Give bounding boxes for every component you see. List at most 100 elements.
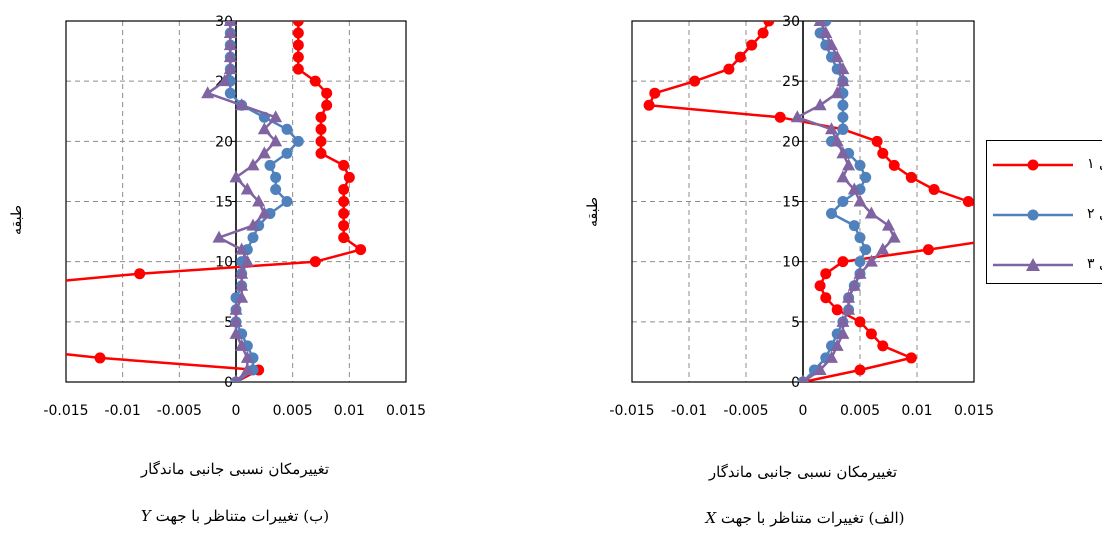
data-point-model-1 (134, 268, 146, 280)
data-point-model-3 (853, 194, 867, 207)
data-point-model-1 (315, 135, 327, 147)
data-point-model-1 (338, 208, 350, 220)
caption-left-axis: Y (140, 507, 151, 525)
series-group (4, 21, 367, 382)
data-point-model-1 (723, 63, 735, 75)
data-point-model-1 (871, 135, 883, 147)
data-point-model-3 (836, 326, 850, 339)
data-point-model-1 (321, 99, 333, 111)
data-point-model-2 (247, 232, 259, 244)
data-point-model-2 (837, 196, 849, 207)
y-tick-label: 10 (782, 255, 800, 271)
data-point-model-1 (338, 220, 350, 232)
data-point-model-1 (865, 328, 877, 340)
data-point-model-3 (864, 206, 878, 219)
chart-legend: مدل ۱ مدل ۲ مدل ۳ (986, 140, 1102, 284)
legend-label: مدل ۳ (1087, 256, 1102, 272)
data-point-model-3 (813, 21, 827, 26)
caption-right-text: (الف) تغییرات متناظر با جهت (716, 509, 905, 527)
data-point-model-3 (246, 218, 260, 231)
data-point-model-1 (292, 27, 304, 39)
data-point-model-1 (343, 171, 355, 183)
data-point-model-3 (830, 86, 844, 99)
data-point-model-3 (235, 266, 249, 279)
data-point-model-1 (338, 159, 350, 171)
data-point-model-1 (928, 183, 940, 195)
data-point-model-3 (223, 38, 237, 51)
data-point-model-2 (270, 171, 282, 183)
data-point-model-3 (240, 350, 254, 363)
data-point-model-2 (837, 123, 849, 135)
x-tick-label: 0.005 (840, 403, 880, 419)
data-point-model-3 (223, 21, 237, 26)
chart-panel-y-direction: 051015202530-0.015-0.01-0.00500.0050.010… (4, 14, 426, 419)
data-point-model-2 (860, 244, 872, 256)
data-point-model-2 (264, 159, 276, 171)
series-line-model-1 (647, 21, 974, 382)
y-tick-label: 25 (782, 74, 800, 90)
data-point-model-1 (734, 51, 746, 63)
data-point-model-3 (257, 146, 271, 159)
data-point-model-1 (831, 304, 843, 316)
data-point-model-1 (321, 87, 333, 99)
data-point-model-1 (888, 159, 900, 171)
data-point-model-1 (315, 123, 327, 135)
data-point-model-2 (854, 256, 866, 268)
data-point-model-3 (790, 110, 804, 123)
x-tick-label: 0.015 (954, 403, 994, 419)
y-tick-label: 20 (782, 134, 800, 150)
data-point-model-1 (292, 63, 304, 75)
legend-item-model-3: مدل ۳ (987, 255, 1102, 275)
data-point-model-1 (922, 244, 934, 256)
data-point-model-1 (338, 196, 350, 207)
data-point-model-3 (825, 350, 838, 363)
chart-panel-x-direction: 0 5 10 15 20 25 30 -0.015 -0.01 -0.005 0 0.005 0.01 0… (609, 14, 994, 419)
data-point-model-3 (269, 110, 283, 123)
legend-marker-circle-blue-icon (993, 209, 1073, 221)
y-tick-label: 15 (215, 195, 233, 211)
data-point-model-3 (813, 98, 827, 111)
data-point-model-3 (887, 230, 901, 243)
data-point-model-3 (235, 338, 249, 351)
legend-marker-triangle-purple-icon (993, 258, 1073, 271)
data-point-model-3 (229, 302, 243, 315)
data-point-model-3 (836, 62, 850, 75)
data-point-model-3 (830, 338, 844, 351)
data-point-model-3 (223, 26, 237, 39)
data-point-model-3 (257, 122, 271, 135)
caption-left: (ب) تغییرات متناظر با جهت Y (110, 507, 360, 525)
data-point-model-2 (848, 220, 860, 232)
data-point-model-3 (240, 254, 254, 267)
data-point-model-3 (235, 242, 249, 255)
data-point-model-1 (877, 147, 889, 159)
data-point-model-1 (746, 39, 758, 51)
data-point-model-3 (240, 182, 254, 195)
x-tick-label: -0.015 (609, 403, 654, 419)
data-point-model-1 (315, 147, 327, 159)
data-point-model-1 (689, 75, 701, 87)
data-point-model-2 (854, 232, 866, 244)
data-point-model-1 (854, 316, 866, 328)
y-axis-label-left: طبقه (8, 205, 25, 235)
x-tick-label: -0.01 (671, 403, 707, 419)
x-tick-label: -0.015 (43, 403, 88, 419)
data-point-model-2 (270, 183, 282, 195)
data-point-model-3 (825, 122, 838, 135)
data-point-model-1 (309, 256, 321, 268)
data-point-model-2 (826, 208, 837, 220)
y-tick-label: 15 (782, 195, 800, 211)
data-point-model-1 (763, 21, 775, 27)
data-point-model-3 (235, 98, 249, 111)
data-point-model-3 (882, 218, 895, 231)
data-point-model-2 (292, 135, 304, 147)
data-point-model-3 (229, 326, 243, 339)
data-point-model-2 (281, 147, 293, 159)
data-point-model-3 (830, 134, 844, 147)
data-point-model-1 (4, 280, 15, 291)
y-tick-label: 5 (791, 315, 800, 331)
x-axis-label-right: تغییرمکان نسبی جانبی ماندگار (708, 463, 898, 481)
data-point-model-3 (842, 290, 856, 303)
data-point-model-1 (94, 352, 106, 364)
x-tick-label: -0.005 (723, 403, 768, 419)
